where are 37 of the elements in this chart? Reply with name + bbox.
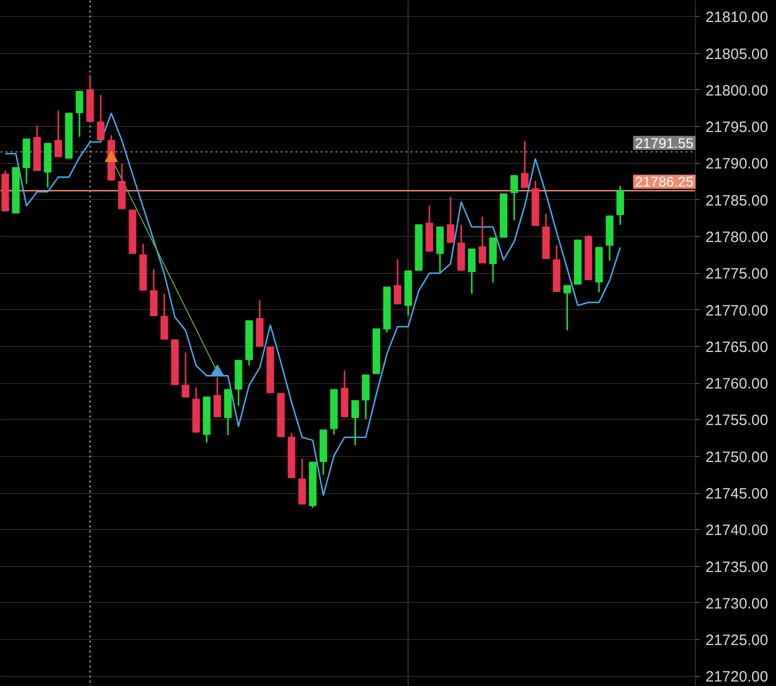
candlestick [468, 248, 476, 294]
y-tick-label: 21805.00 [706, 46, 768, 63]
candlestick [76, 90, 84, 138]
y-tick-label: 21745.00 [706, 486, 768, 503]
candlestick [394, 258, 402, 305]
y-tick-label: 21760.00 [706, 376, 768, 393]
y-tick-label: 21810.00 [706, 9, 768, 26]
y-tick-label: 21800.00 [706, 82, 768, 100]
y-tick-label: 21720.00 [706, 668, 768, 686]
y-tick-label: 21730.00 [706, 595, 768, 612]
candlestick [478, 216, 486, 264]
y-tick-label: 21765.00 [706, 338, 768, 356]
candlestick [510, 174, 518, 222]
candlestick [521, 140, 529, 188]
ref-line-label: 21786.25 [635, 174, 694, 190]
y-tick-label: 21785.00 [706, 192, 768, 210]
candlestick [182, 352, 190, 398]
line-series [4, 112, 621, 496]
candlestick [616, 185, 624, 226]
y-tick-label: 21775.00 [706, 266, 768, 283]
candlestick [214, 376, 222, 418]
y-tick-label: 21755.00 [706, 412, 768, 430]
y-tick-label: 21725.00 [706, 632, 768, 650]
y-tick-label: 21735.00 [706, 558, 768, 576]
y-tick-label: 21780.00 [706, 228, 768, 246]
y-tick-label: 21740.00 [706, 522, 768, 540]
candlestick [54, 110, 62, 158]
y-tick-label: 21770.00 [706, 302, 768, 320]
y-tick-label: 21795.00 [706, 119, 768, 136]
ref-line-label: 21791.55 [635, 134, 694, 151]
candlestick [351, 400, 359, 446]
y-tick-label: 21790.00 [706, 156, 768, 173]
y-tick-label: 21750.00 [706, 448, 768, 466]
candlestick [160, 292, 168, 340]
candlestick [96, 94, 104, 140]
candlestick [563, 284, 571, 332]
candlestick [446, 196, 454, 244]
